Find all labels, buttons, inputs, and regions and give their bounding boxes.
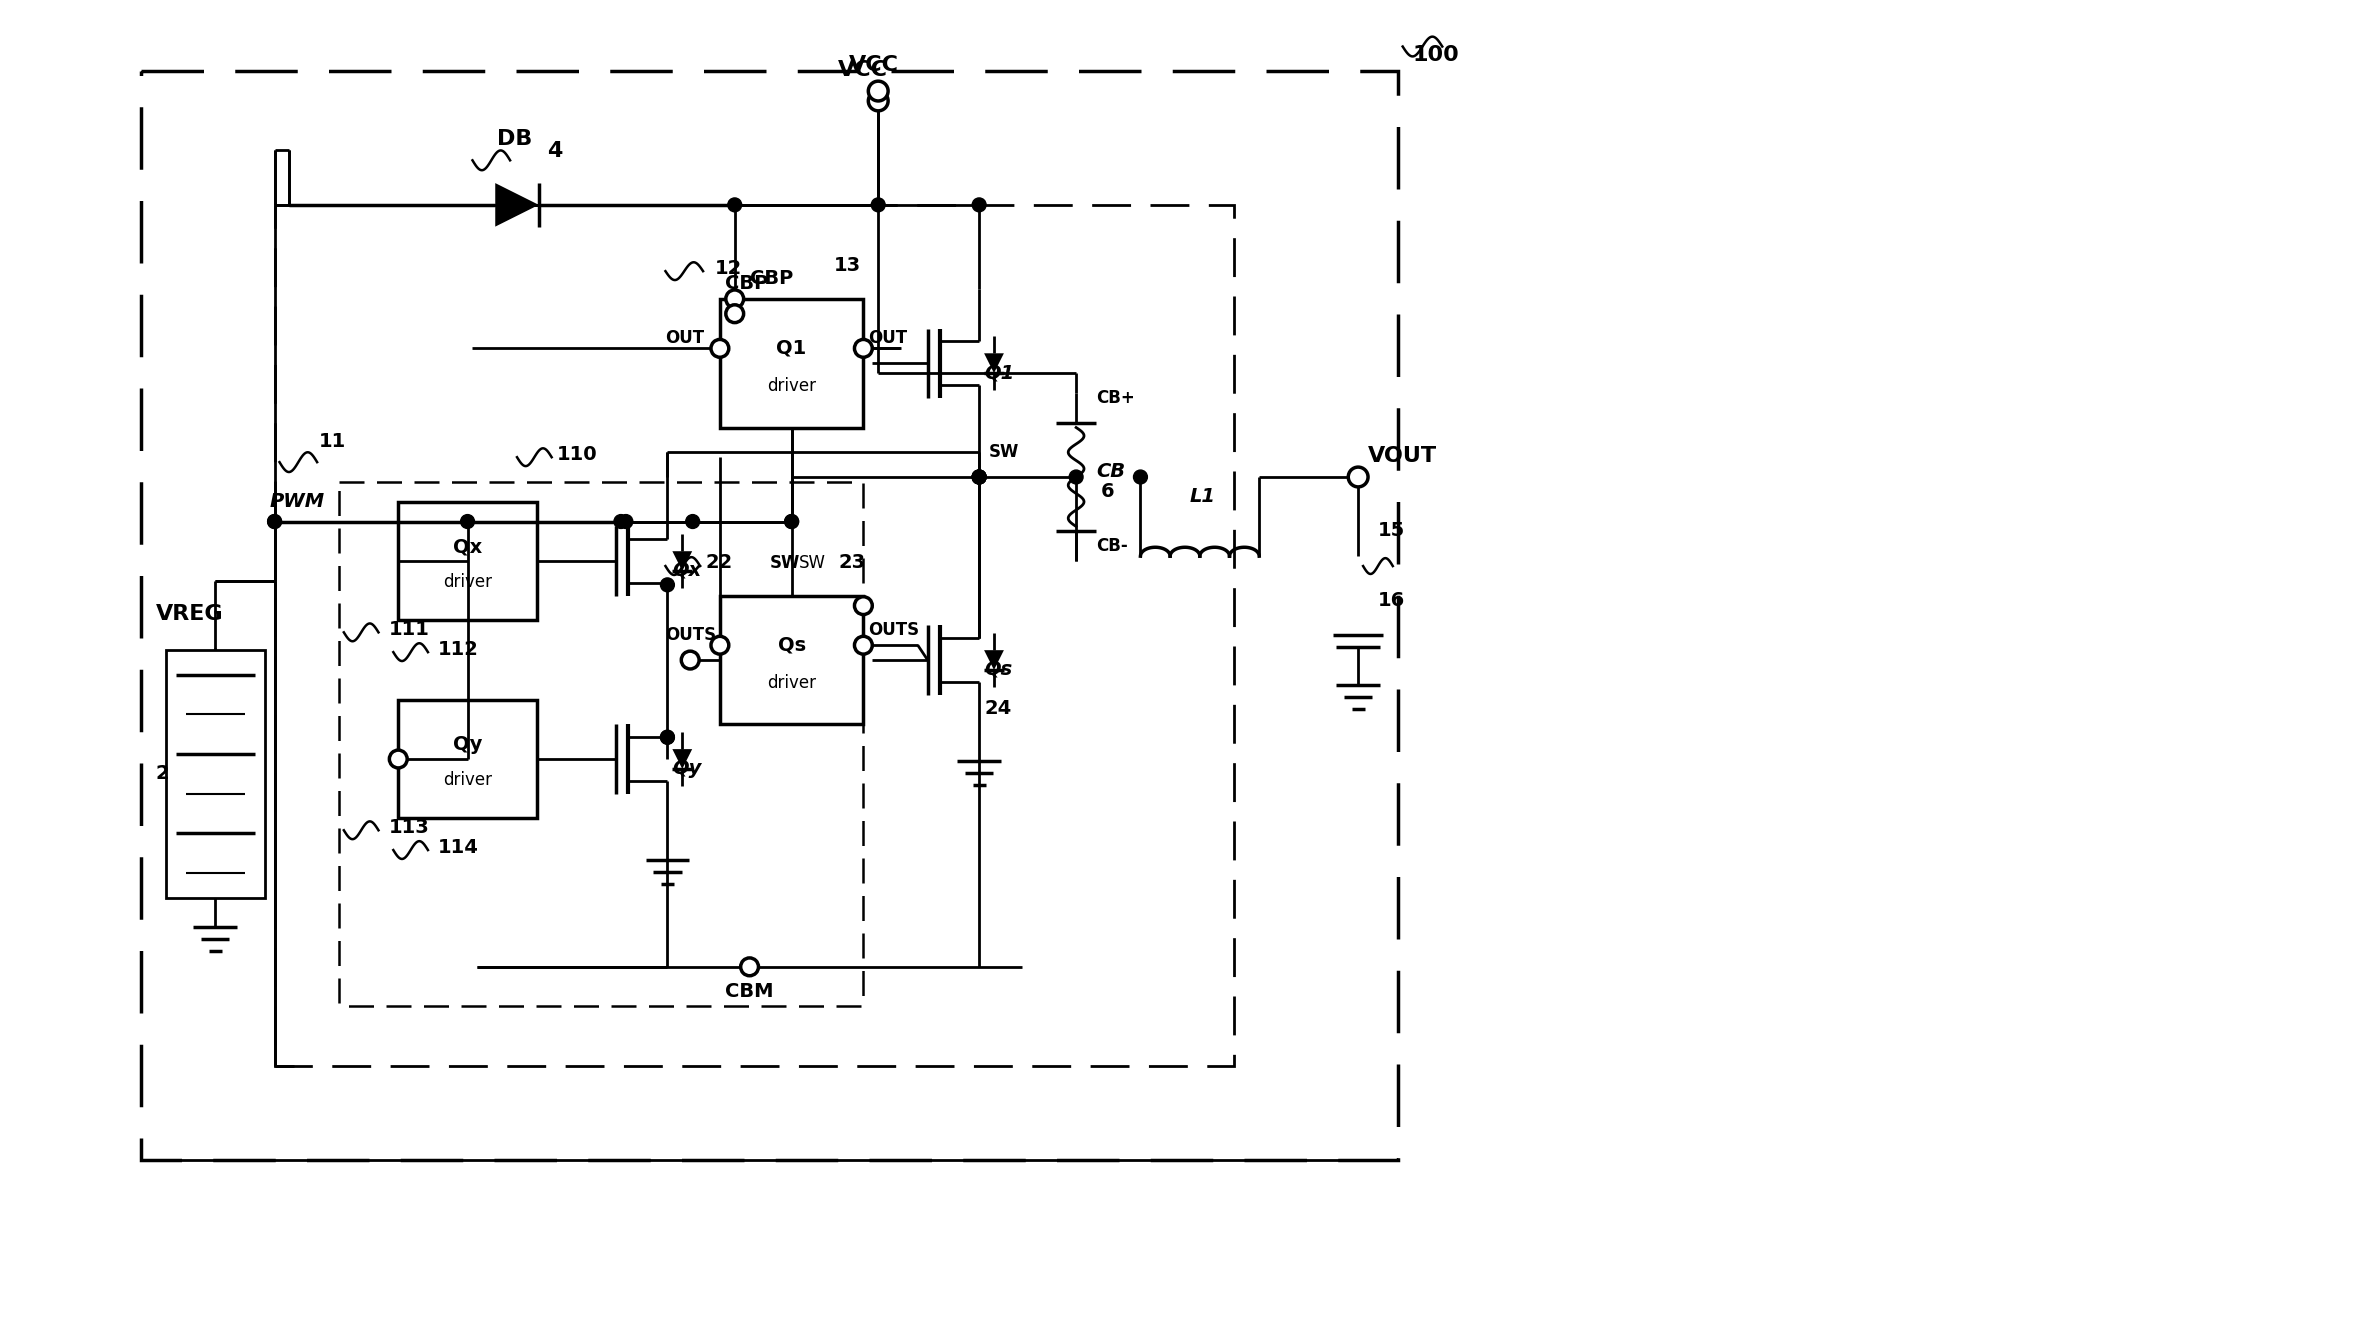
Text: 24: 24 [984, 699, 1010, 718]
Polygon shape [672, 551, 693, 571]
Text: SW: SW [800, 554, 826, 571]
Circle shape [1349, 468, 1368, 488]
Circle shape [686, 514, 700, 529]
Text: 114: 114 [438, 838, 478, 856]
Text: CB: CB [1095, 462, 1126, 481]
Circle shape [729, 198, 741, 212]
Circle shape [710, 340, 729, 357]
Circle shape [267, 514, 282, 529]
Text: 110: 110 [556, 445, 596, 464]
Bar [397, 502, 537, 621]
Text: VREG: VREG [156, 605, 222, 625]
Circle shape [660, 578, 674, 591]
Text: OUT: OUT [665, 329, 705, 348]
Text: driver: driver [767, 377, 816, 396]
Circle shape [660, 730, 674, 745]
Circle shape [786, 514, 800, 529]
Text: SW: SW [989, 444, 1020, 461]
Text: driver: driver [442, 574, 492, 591]
Text: 113: 113 [388, 818, 428, 838]
Circle shape [1069, 470, 1084, 484]
Text: SW: SW [769, 554, 800, 571]
Circle shape [710, 637, 729, 654]
Circle shape [854, 597, 873, 614]
Bar [719, 595, 864, 725]
Text: 11: 11 [319, 433, 345, 452]
Text: 13: 13 [833, 256, 861, 276]
Text: Qs: Qs [984, 659, 1013, 679]
Polygon shape [984, 353, 1003, 373]
Circle shape [786, 514, 800, 529]
Text: 12: 12 [715, 260, 743, 278]
Circle shape [726, 290, 743, 308]
Text: Q1: Q1 [984, 364, 1015, 382]
Circle shape [615, 514, 627, 529]
Text: Qy: Qy [672, 759, 703, 778]
Circle shape [390, 750, 407, 769]
Text: L1: L1 [1190, 486, 1216, 506]
Text: Qx: Qx [672, 561, 703, 579]
Text: driver: driver [442, 771, 492, 790]
Text: DB: DB [497, 129, 532, 149]
Text: VCC: VCC [849, 55, 899, 76]
Text: 15: 15 [1377, 521, 1405, 541]
Text: PWM: PWM [270, 492, 324, 510]
Circle shape [267, 514, 282, 529]
Circle shape [972, 470, 987, 484]
Circle shape [854, 340, 873, 357]
Circle shape [868, 91, 887, 111]
Text: driver: driver [767, 674, 816, 693]
Bar [338, 482, 864, 1007]
Text: CBP: CBP [724, 274, 769, 293]
Text: 2: 2 [156, 765, 170, 783]
Circle shape [741, 958, 759, 976]
Bar [274, 205, 1235, 1066]
Bar [166, 650, 265, 898]
Circle shape [729, 292, 741, 306]
Bar [397, 699, 537, 818]
Text: Qx: Qx [452, 537, 483, 557]
Circle shape [620, 514, 632, 529]
Circle shape [681, 651, 698, 669]
Circle shape [972, 470, 987, 484]
Text: 23: 23 [838, 553, 866, 571]
Circle shape [972, 470, 987, 484]
Text: CB-: CB- [1095, 537, 1129, 555]
Text: Q1: Q1 [776, 338, 807, 357]
Circle shape [1133, 470, 1148, 484]
Circle shape [871, 198, 885, 212]
Text: 22: 22 [705, 553, 733, 571]
Circle shape [726, 305, 743, 322]
Text: CBP: CBP [750, 269, 793, 288]
Circle shape [972, 198, 987, 212]
Polygon shape [494, 182, 539, 226]
Text: OUTS: OUTS [665, 626, 717, 645]
Text: 4: 4 [547, 141, 563, 161]
Text: VCC: VCC [838, 60, 887, 80]
Circle shape [868, 81, 887, 101]
Polygon shape [984, 650, 1003, 670]
Text: 16: 16 [1377, 590, 1405, 610]
Text: OUTS: OUTS [868, 621, 920, 639]
Circle shape [461, 514, 476, 529]
Text: 112: 112 [438, 641, 478, 659]
Text: OUT: OUT [868, 329, 909, 348]
Text: VOUT: VOUT [1368, 446, 1436, 466]
Circle shape [854, 637, 873, 654]
Text: CBM: CBM [726, 982, 774, 1000]
Text: Qy: Qy [452, 735, 483, 754]
Text: 6: 6 [1100, 482, 1114, 501]
Circle shape [972, 470, 987, 484]
Bar [142, 72, 1398, 1160]
Bar [719, 298, 864, 428]
Text: 100: 100 [1413, 45, 1460, 65]
Polygon shape [672, 749, 693, 769]
Circle shape [660, 730, 674, 745]
Text: 111: 111 [388, 621, 428, 639]
Text: Qs: Qs [778, 635, 807, 654]
Text: CB+: CB+ [1095, 389, 1136, 406]
